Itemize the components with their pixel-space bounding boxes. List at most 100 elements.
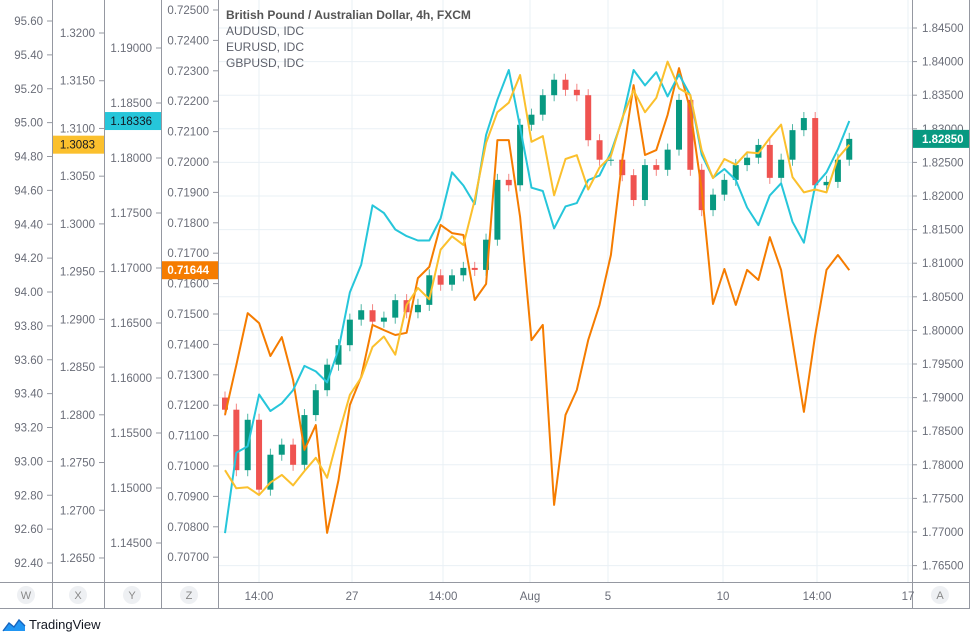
axis-button-label: Z [186, 590, 193, 602]
candle-body [721, 179, 728, 195]
axis-button-bg [17, 586, 35, 604]
last-price-badge-bg [913, 129, 969, 148]
candle-body [755, 144, 762, 158]
candle-body [573, 89, 580, 96]
price-axis-W[interactable]: 95.60 95.40 95.20 95.00 94.80 94.60 94.40 94.20… [14, 16, 52, 570]
axis-tick-label: 0.70800 [167, 522, 209, 534]
axis-tick-label: 1.16000 [110, 373, 152, 385]
candle-body [630, 175, 637, 201]
candle-body [358, 310, 365, 320]
legend-overlay-eurusd[interactable]: EURUSD, IDC [226, 40, 305, 54]
candle-body [664, 149, 671, 170]
axis-button-X[interactable]: X [69, 586, 87, 604]
tradingview-cloud-icon [2, 618, 26, 631]
candle-body [324, 364, 331, 391]
candle-body [312, 390, 319, 416]
time-axis[interactable]: 14:00 27 14:00 Aug 5 10 14:00 17 [245, 591, 915, 603]
axis-tick-label: 1.15000 [110, 483, 152, 495]
axis-tick-label: 0.71800 [167, 218, 209, 230]
candle-body [483, 239, 490, 270]
candle [800, 112, 807, 137]
candle [312, 384, 319, 422]
brand-name: TradingView [29, 617, 101, 632]
candle-body [641, 165, 648, 201]
candle-body [732, 165, 739, 180]
candle [460, 261, 467, 282]
candle-body [335, 345, 342, 365]
axis-button-A[interactable]: A [931, 586, 949, 604]
axis-tick-label: 93.00 [14, 456, 43, 468]
line-series-Y [224, 69, 851, 534]
plot-area[interactable] [222, 60, 853, 534]
axis-tick-label: 1.2700 [60, 505, 95, 517]
candle [812, 112, 819, 192]
last-price-badge-A: 1.82850 [913, 129, 969, 148]
price-axis-X[interactable]: 1.3200 1.3150 1.3100 1.3050 1.3000 1.2950 1.29… [53, 28, 104, 565]
axis-tick-label: 1.18000 [110, 153, 152, 165]
last-price-value: 1.82850 [922, 134, 964, 146]
axis-tick-label: 0.72200 [167, 96, 209, 108]
candle [369, 304, 376, 328]
axis-borders [0, 0, 970, 609]
tradingview-logo[interactable]: TradingView [2, 617, 101, 632]
candle [437, 269, 444, 291]
axis-button-label: A [936, 590, 944, 602]
chart-legend: British Pound / Australian Dollar, 4h, F… [226, 7, 471, 71]
axis-button-W[interactable]: W [17, 586, 35, 604]
axis-tick-label: 94.80 [14, 152, 43, 164]
axis-tick-label: 0.71500 [167, 309, 209, 321]
price-axis-Z[interactable]: 0.72500 0.72400 0.72300 0.72200 0.72100 0.720… [162, 5, 218, 564]
candle-body [653, 165, 660, 170]
candle-body [437, 275, 444, 285]
axis-tick-label: 1.19000 [110, 43, 152, 55]
candle [528, 108, 535, 131]
candle-body [846, 138, 853, 160]
axis-tick-label: 1.79000 [922, 393, 964, 405]
candle-body [562, 79, 569, 90]
axis-tick-label: 1.79500 [922, 359, 964, 371]
candle [233, 403, 240, 477]
axis-button-Y[interactable]: Y [123, 586, 141, 604]
axis-tick-label: 0.70700 [167, 552, 209, 564]
axis-tick-label: 94.20 [14, 253, 43, 265]
candle [358, 304, 365, 326]
price-axis-A[interactable]: 1.845001.840001.835001.830001.825001.820… [912, 23, 969, 573]
legend-overlay-gbpusd[interactable]: GBPUSD, IDC [226, 56, 305, 70]
candle-body [607, 159, 614, 161]
axis-tick-label: 1.80500 [922, 292, 964, 304]
price-axis-Y[interactable]: 1.19000 1.18500 1.18000 1.17500 1.17000 1.165… [105, 43, 161, 550]
axis-tick-label: 0.71200 [167, 400, 209, 412]
candle-body [676, 99, 682, 150]
time-tick-label: 14:00 [245, 591, 274, 603]
time-tick-label: 17 [902, 591, 915, 603]
last-price-badge-bg [105, 112, 161, 131]
candle [494, 173, 501, 246]
legend-main-symbol[interactable]: British Pound / Australian Dollar, 4h, F… [226, 8, 471, 22]
candle-body [778, 159, 785, 178]
time-tick-label: 5 [605, 591, 611, 603]
axis-tick-label: 1.80000 [922, 325, 964, 337]
candle-body [823, 181, 830, 186]
candle-body [517, 124, 524, 186]
candle-body [426, 275, 433, 305]
candle [449, 269, 455, 291]
axis-tick-label: 0.71000 [167, 461, 209, 473]
axis-tick-label: 1.18500 [110, 98, 152, 110]
candle-body [369, 310, 376, 322]
candle [641, 159, 648, 207]
axis-tick-label: 95.20 [14, 84, 43, 96]
last-price-badge-bg [53, 135, 104, 154]
candle-body [233, 409, 240, 471]
candle-body [346, 319, 353, 346]
candle-body [710, 194, 717, 211]
axis-tick-label: 1.78000 [922, 460, 964, 472]
legend-overlay-audusd[interactable]: AUDUSD, IDC [226, 24, 305, 38]
axis-tick-label: 1.81000 [922, 258, 964, 270]
axis-tick-label: 1.2650 [60, 553, 95, 565]
axis-tick-label: 1.76500 [922, 561, 964, 573]
candle-body [256, 419, 263, 490]
candle [596, 134, 603, 166]
candle [414, 298, 421, 319]
axis-button-Z[interactable]: Z [180, 586, 198, 604]
